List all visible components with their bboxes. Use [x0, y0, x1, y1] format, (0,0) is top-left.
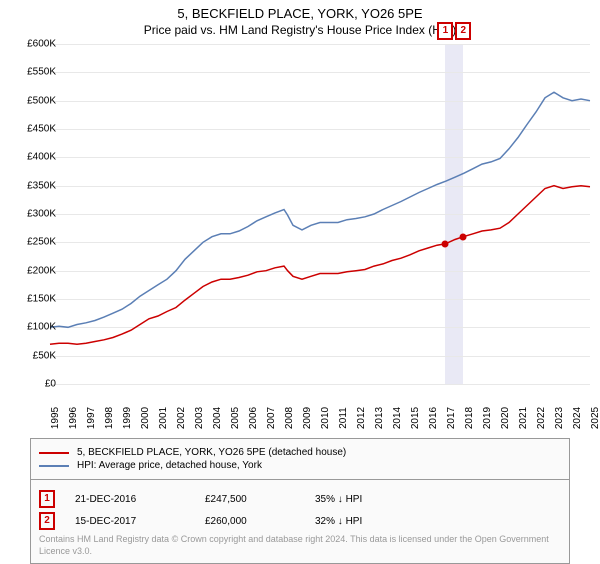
legend-label: 5, BECKFIELD PLACE, YORK, YO26 5PE (deta…	[77, 447, 346, 458]
legend-swatch	[39, 465, 69, 467]
series-hpi	[50, 92, 590, 327]
x-tick-label: 1997	[86, 407, 97, 429]
sale-marker-icon: 2	[39, 512, 55, 530]
y-tick-label: £100K	[27, 322, 56, 333]
y-tick-label: £150K	[27, 294, 56, 305]
x-tick-label: 1995	[50, 407, 61, 429]
x-tick-label: 2005	[230, 407, 241, 429]
sale-row: 2 15-DEC-2017£260,00032% ↓ HPI	[39, 512, 561, 530]
plot-area: 12	[50, 44, 590, 384]
legend-box: 5, BECKFIELD PLACE, YORK, YO26 5PE (deta…	[30, 438, 570, 480]
y-tick-label: £200K	[27, 265, 56, 276]
sale-delta: 32% ↓ HPI	[315, 516, 362, 527]
x-tick-label: 2020	[500, 407, 511, 429]
x-tick-label: 2009	[302, 407, 313, 429]
sale-row: 1 21-DEC-2016£247,50035% ↓ HPI	[39, 490, 561, 508]
x-tick-label: 2000	[140, 407, 151, 429]
y-tick-label: £600K	[27, 39, 56, 50]
x-tick-label: 2021	[518, 407, 529, 429]
y-tick-label: £50K	[33, 350, 56, 361]
x-tick-label: 2001	[158, 407, 169, 429]
x-tick-label: 1999	[122, 407, 133, 429]
sale-dot	[442, 240, 449, 247]
legend-item: HPI: Average price, detached house, York	[39, 460, 561, 471]
x-tick-label: 1996	[68, 407, 79, 429]
grid-line	[50, 384, 590, 385]
sale-marker: 2	[455, 22, 471, 40]
y-tick-label: £400K	[27, 152, 56, 163]
x-tick-label: 2022	[536, 407, 547, 429]
x-tick-label: 2018	[464, 407, 475, 429]
x-axis-labels: 1995 1996 1997 1998 1999 2000 2001 2002 2003 2004…	[50, 388, 590, 438]
series-property	[50, 186, 590, 345]
x-tick-label: 2023	[554, 407, 565, 429]
footnote: Contains HM Land Registry data © Crown c…	[39, 534, 561, 557]
x-tick-label: 2007	[266, 407, 277, 429]
chart-container: 5, BECKFIELD PLACE, YORK, YO26 5PE Price…	[0, 0, 600, 560]
x-tick-label: 2004	[212, 407, 223, 429]
x-tick-label: 2025	[590, 407, 600, 429]
y-tick-label: £300K	[27, 209, 56, 220]
chart-lines	[50, 44, 590, 384]
sale-delta: 35% ↓ HPI	[315, 494, 362, 505]
sale-date: 21-DEC-2016	[75, 494, 205, 505]
x-tick-label: 2013	[374, 407, 385, 429]
x-tick-label: 2006	[248, 407, 259, 429]
x-tick-label: 2002	[176, 407, 187, 429]
sales-box: 1 21-DEC-2016£247,50035% ↓ HPI 2 15-DEC-201…	[30, 480, 570, 564]
sale-marker: 1	[437, 22, 453, 40]
y-tick-label: £550K	[27, 67, 56, 78]
x-tick-label: 2017	[446, 407, 457, 429]
y-tick-label: £350K	[27, 180, 56, 191]
x-tick-label: 2003	[194, 407, 205, 429]
x-tick-label: 2014	[392, 407, 403, 429]
legend-swatch	[39, 452, 69, 454]
chart-subtitle: Price paid vs. HM Land Registry's House …	[0, 21, 600, 37]
x-tick-label: 2010	[320, 407, 331, 429]
x-tick-label: 2011	[338, 407, 349, 429]
x-tick-label: 2015	[410, 407, 421, 429]
legend-label: HPI: Average price, detached house, York	[77, 460, 262, 471]
legend-item: 5, BECKFIELD PLACE, YORK, YO26 5PE (deta…	[39, 447, 561, 458]
sale-date: 15-DEC-2017	[75, 516, 205, 527]
sale-price: £260,000	[205, 516, 315, 527]
y-tick-label: £500K	[27, 95, 56, 106]
chart-title: 5, BECKFIELD PLACE, YORK, YO26 5PE	[0, 0, 600, 21]
x-tick-label: 2012	[356, 407, 367, 429]
x-tick-label: 2019	[482, 407, 493, 429]
sale-dot	[460, 233, 467, 240]
sale-marker-icon: 1	[39, 490, 55, 508]
sale-price: £247,500	[205, 494, 315, 505]
y-tick-label: £450K	[27, 124, 56, 135]
x-tick-label: 2024	[572, 407, 583, 429]
y-tick-label: £250K	[27, 237, 56, 248]
x-tick-label: 1998	[104, 407, 115, 429]
x-tick-label: 2008	[284, 407, 295, 429]
x-tick-label: 2016	[428, 407, 439, 429]
